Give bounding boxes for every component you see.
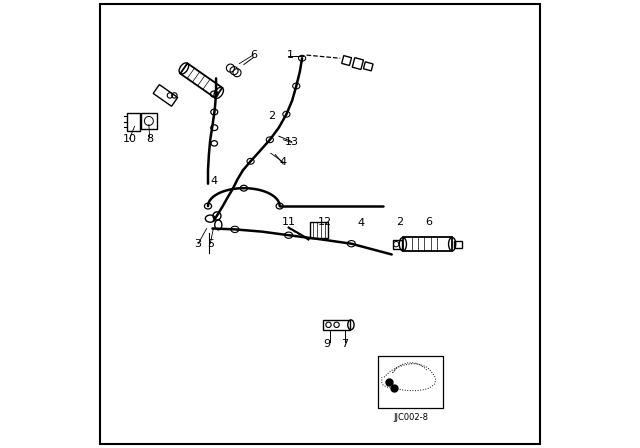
Bar — [323, 320, 350, 330]
Text: 2: 2 — [396, 217, 403, 227]
Bar — [392, 240, 403, 249]
Text: 9: 9 — [324, 339, 331, 349]
Bar — [364, 62, 373, 71]
Bar — [310, 222, 328, 238]
Text: 8: 8 — [146, 134, 154, 144]
Text: 4: 4 — [280, 157, 287, 167]
Bar — [153, 85, 178, 106]
Text: 12: 12 — [317, 217, 332, 227]
Text: 1: 1 — [287, 50, 294, 60]
Bar — [454, 241, 461, 248]
Text: 13: 13 — [285, 138, 299, 147]
Text: JJC002-8: JJC002-8 — [393, 413, 428, 422]
Text: 5: 5 — [207, 239, 214, 249]
Bar — [352, 58, 364, 69]
Text: 10: 10 — [123, 134, 136, 144]
Bar — [342, 56, 351, 65]
Text: 6: 6 — [250, 50, 257, 60]
Text: 3: 3 — [195, 239, 202, 249]
Text: 11: 11 — [282, 217, 296, 227]
Text: 6: 6 — [425, 217, 432, 227]
Text: 4: 4 — [358, 218, 365, 228]
Text: 2: 2 — [269, 112, 276, 121]
Bar — [180, 63, 222, 98]
Bar — [141, 113, 157, 129]
Bar — [127, 113, 140, 131]
Bar — [403, 237, 452, 251]
Text: 7: 7 — [342, 339, 349, 349]
Text: 4: 4 — [211, 176, 218, 185]
Bar — [378, 356, 444, 408]
